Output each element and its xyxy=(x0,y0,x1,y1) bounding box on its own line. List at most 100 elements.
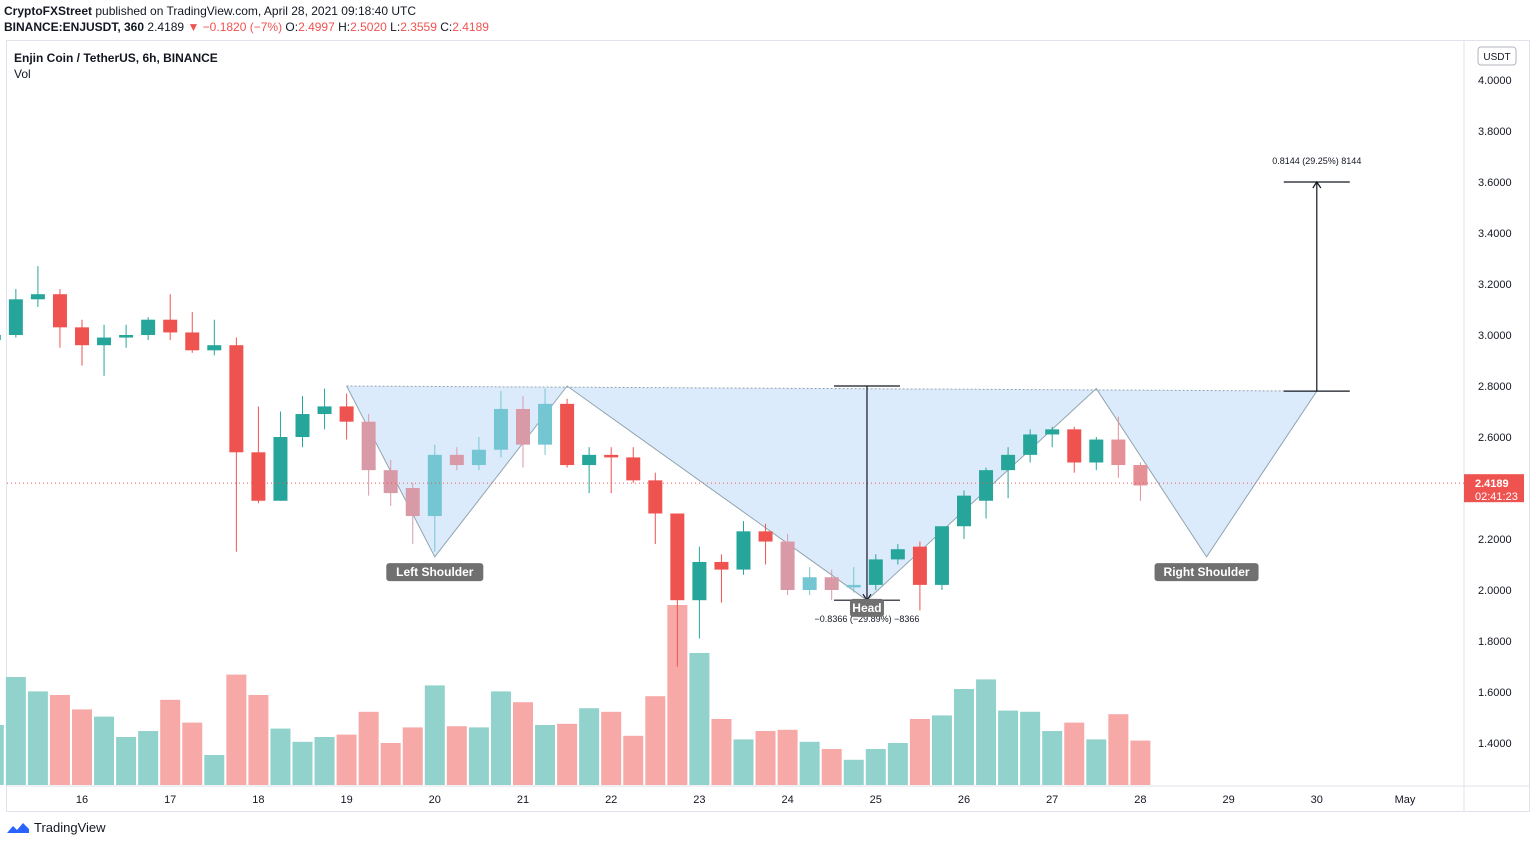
candle-body xyxy=(824,577,839,590)
current-price-tag xyxy=(1464,474,1524,503)
candle-body xyxy=(1089,439,1104,463)
chart-frame xyxy=(6,40,1530,812)
volume-bar xyxy=(865,749,886,785)
candle-body xyxy=(957,495,971,527)
volume-bar xyxy=(579,708,600,785)
candle-body xyxy=(868,559,883,585)
volume-bar xyxy=(535,725,556,785)
volume-bar xyxy=(490,691,511,785)
candle-body xyxy=(317,406,332,415)
price-change: −0.1820 (−7%) xyxy=(202,20,283,34)
low-label: L: xyxy=(390,20,401,34)
time-tick: 25 xyxy=(870,794,882,806)
price-tick: 1.8000 xyxy=(1478,636,1512,648)
candle-body xyxy=(405,488,420,517)
time-tick: 20 xyxy=(429,794,441,806)
volume-bar xyxy=(49,695,70,785)
volume-bar xyxy=(226,674,247,785)
pattern-label-bg xyxy=(849,598,884,617)
volume-bar xyxy=(1086,739,1107,785)
candle-body xyxy=(780,541,795,590)
volume-bar xyxy=(116,737,137,785)
volume-bar xyxy=(733,739,754,785)
candle-body xyxy=(251,452,266,501)
candle-body xyxy=(560,403,575,466)
time-tick: 16 xyxy=(76,794,88,806)
candle-body xyxy=(229,345,244,453)
publish-date: published on TradingView.com, April 28, … xyxy=(92,4,416,18)
candle-body xyxy=(8,299,23,335)
candle-body xyxy=(1067,429,1082,463)
time-tick: May xyxy=(1395,794,1416,806)
low-value: 2.3559 xyxy=(400,20,437,34)
price-tick: 3.0000 xyxy=(1478,330,1512,342)
price-tick: 4.0000 xyxy=(1478,75,1512,87)
footer-brand[interactable]: TradingView xyxy=(6,820,106,835)
price-tick: 3.6000 xyxy=(1478,177,1512,189)
volume-bar xyxy=(799,741,820,785)
close-value: 2.4189 xyxy=(452,20,489,34)
candle-body xyxy=(670,513,685,601)
candle-body xyxy=(758,531,773,542)
chart-legend: Enjin Coin / TetherUS, 6h, BINANCE Vol xyxy=(14,50,218,82)
volume-bar xyxy=(777,729,798,785)
volume-bar xyxy=(248,695,269,785)
candle-body xyxy=(449,454,464,466)
time-tick: 29 xyxy=(1222,794,1234,806)
symbol: BINANCE:ENJUSDT, 360 xyxy=(4,20,145,34)
volume-bar xyxy=(513,702,533,785)
price-tick: 2.0000 xyxy=(1478,585,1512,597)
candle-body xyxy=(119,335,134,338)
candle-body xyxy=(163,319,178,333)
pattern-label: Head xyxy=(852,601,881,615)
volume-bar xyxy=(887,743,908,785)
candle-body xyxy=(516,408,530,445)
candle-body xyxy=(361,421,376,471)
candle-body xyxy=(846,584,861,588)
volume-bar xyxy=(976,679,997,785)
volume-bar xyxy=(557,723,578,785)
volume-bar xyxy=(314,737,335,785)
symbol-info: BINANCE:ENJUSDT, 360 2.4189 ▼ −0.1820 (−… xyxy=(4,20,489,34)
last-price: 2.4189 xyxy=(147,20,185,34)
volume-bar xyxy=(1020,711,1041,785)
candle-body xyxy=(714,561,729,570)
volume-bar xyxy=(954,689,974,785)
volume-bar xyxy=(138,731,159,785)
pattern-label: Right Shoulder xyxy=(1164,565,1250,579)
time-tick: 24 xyxy=(781,794,793,806)
current-price-value: 2.4189 xyxy=(1475,478,1509,490)
time-tick: 26 xyxy=(958,794,970,806)
candle-body xyxy=(1133,465,1148,486)
volume-bar xyxy=(424,685,445,785)
candle-body xyxy=(626,457,641,481)
candle-body xyxy=(582,454,597,466)
price-tick: 3.8000 xyxy=(1478,126,1512,138)
candle-body xyxy=(52,294,67,328)
candle-body xyxy=(383,470,398,494)
candle-body xyxy=(934,526,949,585)
candle-body xyxy=(648,480,663,514)
candle-body xyxy=(1111,439,1126,466)
volume-bar xyxy=(821,749,842,785)
price-tick: 2.6000 xyxy=(1478,432,1512,444)
neckline xyxy=(346,385,1317,392)
time-tick: 22 xyxy=(605,794,617,806)
chart-title: Enjin Coin / TetherUS, 6h, BINANCE xyxy=(14,51,218,65)
candle-body xyxy=(1023,434,1038,455)
volume-bar xyxy=(72,709,92,785)
volume-bar xyxy=(998,710,1019,785)
candle-body xyxy=(75,327,89,346)
volume-bar xyxy=(931,715,952,785)
volume-bar xyxy=(336,734,357,785)
candle-body xyxy=(604,454,619,458)
price-tick: 3.2000 xyxy=(1478,279,1512,291)
time-tick: 30 xyxy=(1311,794,1323,806)
price-tick: 1.6000 xyxy=(1478,687,1512,699)
volume-bar xyxy=(0,725,4,785)
candle-body xyxy=(185,332,200,351)
candle-body xyxy=(295,414,310,437)
candle-body xyxy=(890,549,905,560)
tradingview-logo-icon xyxy=(7,822,29,833)
